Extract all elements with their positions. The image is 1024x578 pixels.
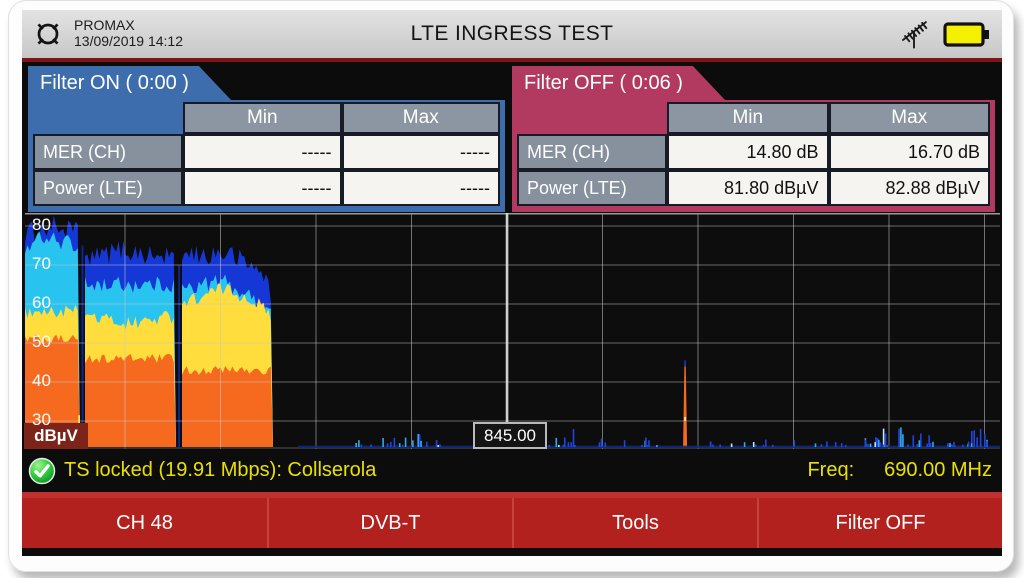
locked-check-icon — [28, 457, 56, 484]
page-title: LTE INGRESS TEST — [410, 22, 614, 45]
filter-off-tab: Filter OFF ( 0:06 ) — [512, 66, 727, 102]
brand-label: PROMAX — [74, 17, 135, 34]
freq-value: 690.00 MHz — [884, 459, 992, 481]
marker-frequency-label[interactable]: 845.00 — [473, 422, 547, 449]
softkey-tools[interactable]: Tools — [512, 498, 757, 548]
softkey-filter[interactable]: Filter OFF — [757, 498, 1002, 548]
power-max-value: ----- — [341, 170, 500, 206]
y-tick-label: 80 — [32, 215, 51, 234]
spectrum-svg — [25, 213, 1000, 449]
row-label-power: Power (LTE) — [33, 170, 183, 206]
y-tick-label: 30 — [32, 410, 51, 429]
freq-label: Freq: — [807, 459, 855, 481]
battery-icon — [943, 21, 989, 47]
column-header-min: Min — [183, 102, 342, 134]
mer-max-value: 16.70 dB — [828, 134, 990, 170]
mer-min-value: 14.80 dB — [667, 134, 829, 170]
power-max-value: 82.88 dBµV — [828, 170, 990, 206]
filter-on-panel: Filter ON ( 0:00 ) Min Max MER (CH) ----… — [28, 66, 505, 212]
y-tick-label: 40 — [32, 371, 51, 390]
menu-bar: CH 48 DVB-T Tools Filter OFF — [22, 498, 1002, 548]
menu-separator — [22, 492, 1002, 498]
softkey-channel[interactable]: CH 48 — [116, 511, 173, 534]
power-min-value: 81.80 dBµV — [667, 170, 829, 206]
ts-locked-status: TS locked (19.91 Mbps): Collserola — [64, 459, 377, 481]
filter-off-panel: Filter OFF ( 0:06 ) Min Max MER (CH) 14.… — [512, 66, 995, 212]
promax-logo-icon — [37, 23, 59, 45]
y-tick-label: 60 — [32, 293, 51, 312]
column-header-max: Max — [341, 102, 500, 134]
top-bar: PROMAX 13/09/2019 14:12 LTE INGRESS TEST — [22, 10, 1002, 58]
spectrum-plot[interactable]: dBµV 845.00 80 70 60 50 40 30 — [24, 213, 1000, 449]
filter-on-tab: Filter ON ( 0:00 ) — [28, 66, 233, 102]
table-corner-spacer — [33, 102, 183, 134]
mer-max-value: ----- — [341, 134, 500, 170]
filter-off-table: Min Max MER (CH) 14.80 dB 16.70 dB Power… — [512, 100, 995, 212]
datetime-label: 13/09/2019 14:12 — [74, 33, 183, 49]
mer-min-value: ----- — [183, 134, 342, 170]
y-axis-unit: dBµV — [24, 423, 88, 449]
column-header-max: Max — [828, 102, 990, 134]
antenna-icon — [902, 21, 928, 49]
power-min-value: ----- — [183, 170, 342, 206]
row-label-mer: MER (CH) — [33, 134, 183, 170]
y-tick-label: 50 — [32, 332, 51, 351]
softkey-standard[interactable]: DVB-T — [267, 498, 512, 548]
status-bar: TS locked (19.91 Mbps): Collserola Freq:… — [22, 449, 1002, 492]
row-label-power: Power (LTE) — [517, 170, 667, 206]
battery-body — [943, 21, 985, 47]
column-header-min: Min — [667, 102, 829, 134]
table-corner-spacer — [517, 102, 667, 134]
filter-on-table: Min Max MER (CH) ----- ----- Power (LTE)… — [28, 100, 505, 212]
y-tick-label: 70 — [32, 254, 51, 273]
header-separator — [22, 58, 1002, 62]
row-label-mer: MER (CH) — [517, 134, 667, 170]
